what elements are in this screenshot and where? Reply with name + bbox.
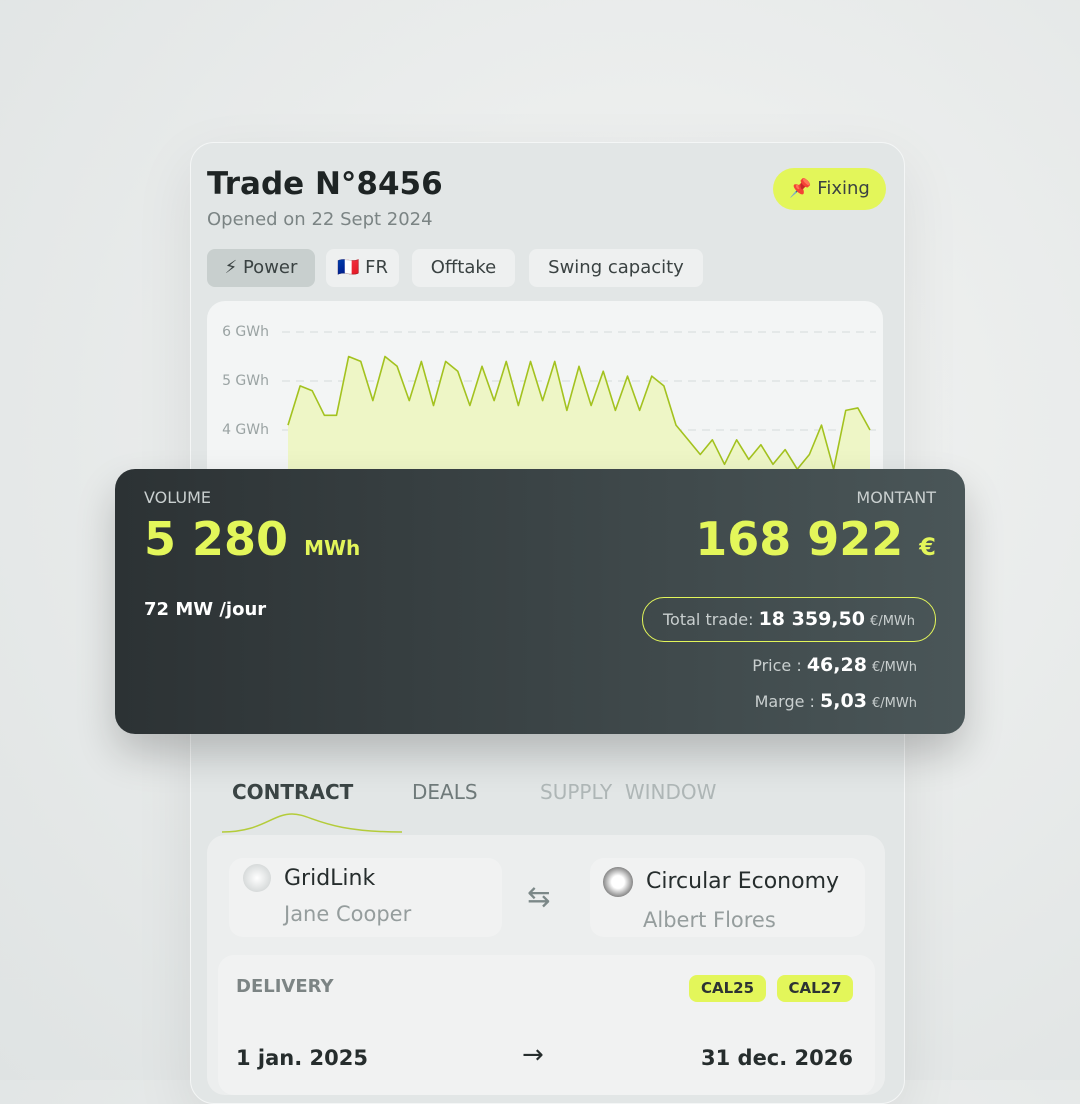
arrow: → xyxy=(522,1040,544,1070)
party-card xyxy=(590,858,865,937)
volume: 5 280 MWh xyxy=(144,512,360,566)
tab[interactable]: SUPPLY WINDOW xyxy=(540,780,717,804)
margin-label: Marge : xyxy=(754,692,815,711)
y-tick-label: 6 GWh xyxy=(222,324,269,340)
line xyxy=(287,355,871,470)
tag-label: Offtake xyxy=(430,257,497,278)
margin-row: Marge : 5,03 €/MWh xyxy=(755,690,917,712)
chip: CAL25 xyxy=(689,975,766,1002)
company-logo xyxy=(243,864,271,892)
delivery-label: DELIVERY xyxy=(236,976,334,997)
area xyxy=(288,356,870,479)
volume-value: 5 280 xyxy=(144,512,289,566)
company: Circular Economy xyxy=(646,869,840,894)
chip: CAL27 xyxy=(777,975,853,1002)
amount: 168 922 € xyxy=(695,512,936,566)
price-row: Price : 46,28 €/MWh xyxy=(752,654,917,676)
price-label: Price : xyxy=(752,656,802,675)
tag-label: FR xyxy=(365,257,388,278)
rate: 72 MW /jour xyxy=(144,599,267,620)
y-tick-label: 5 GWh xyxy=(222,373,269,389)
start-date: 1 jan. 2025 xyxy=(236,1046,368,1070)
tag[interactable]: 🇫🇷 FR xyxy=(326,249,399,287)
tab[interactable]: DEALS xyxy=(412,780,478,804)
price: 46,28 xyxy=(806,654,867,676)
tag[interactable]: Offtake xyxy=(412,249,515,287)
total: 18 359,50 xyxy=(758,608,865,630)
end-date: 31 dec. 2026 xyxy=(701,1046,853,1070)
party-card xyxy=(229,858,502,937)
tab[interactable]: CONTRACT xyxy=(232,780,354,804)
chart: 4 GWh 5 GWh 6 GWh xyxy=(222,324,876,479)
margin-unit: €/MWh xyxy=(872,696,917,711)
swap-icon: ⇆ xyxy=(527,880,551,913)
tag[interactable]: Swing capacity xyxy=(529,249,703,287)
total-unit: €/MWh xyxy=(870,614,916,629)
margin: 5,03 xyxy=(820,690,867,712)
title: Trade N°8456 xyxy=(207,166,443,202)
price-unit: €/MWh xyxy=(872,660,917,675)
status-button[interactable]: 📌 Fixing xyxy=(773,168,886,210)
volume-label: VOLUME xyxy=(144,488,211,507)
amount-label: MONTANT xyxy=(856,488,936,507)
company-logo xyxy=(603,867,633,897)
subtitle: Opened on 22 Sept 2024 xyxy=(207,209,433,230)
amount-unit: € xyxy=(919,533,936,561)
y-tick-label: 4 GWh xyxy=(222,422,269,438)
summary-card xyxy=(115,469,965,734)
volume-unit: MWh xyxy=(304,536,361,560)
person: Albert Flores xyxy=(643,908,776,932)
status: Fixing xyxy=(817,178,870,199)
delivery-panel xyxy=(218,955,875,1095)
amount-value: 168 922 xyxy=(695,512,904,566)
company: GridLink xyxy=(284,866,376,891)
tag-label: Swing capacity xyxy=(548,257,684,278)
total-pill: Total trade: 18 359,50 €/MWh xyxy=(642,597,936,642)
total-label: Total trade: xyxy=(662,610,754,629)
tag[interactable]: ⚡ Power xyxy=(207,249,315,287)
person: Jane Cooper xyxy=(284,902,412,926)
tag-label: Power xyxy=(242,257,298,278)
chart-panel: 4 GWh 5 GWh 6 GWh xyxy=(207,301,883,501)
tab-indicator xyxy=(222,813,402,833)
